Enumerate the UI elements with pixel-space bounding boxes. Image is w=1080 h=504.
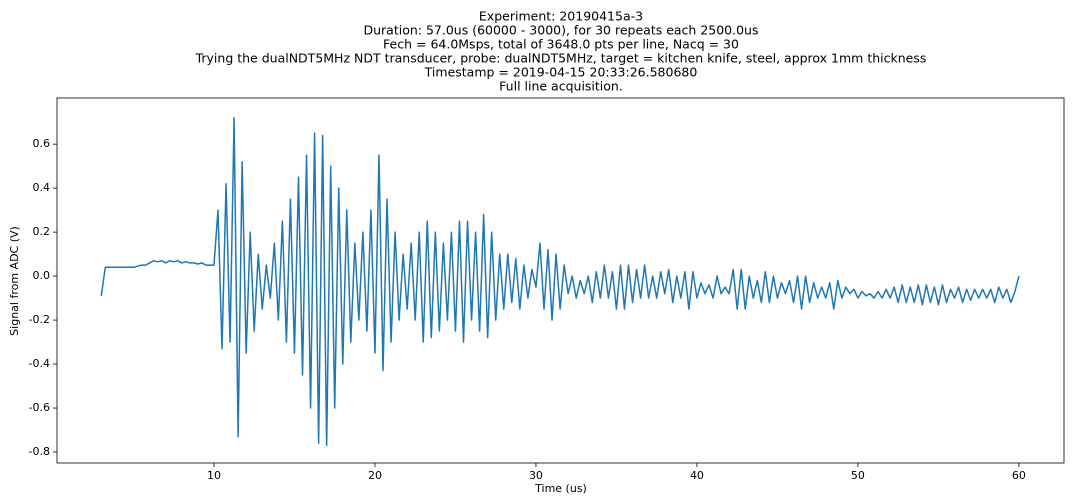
x-tick-label: 20 — [368, 469, 382, 482]
x-tick-label: 50 — [851, 469, 865, 482]
chart-title: Full line acquisition. — [499, 79, 623, 94]
axes-frame — [56, 97, 1065, 464]
chart-title: Fech = 64.0Msps, total of 3648.0 pts per… — [383, 37, 739, 52]
chart-title: Experiment: 20190415a-3 — [479, 9, 643, 24]
x-tick-label: 10 — [207, 469, 221, 482]
y-tick-label: -0.6 — [29, 401, 50, 414]
y-tick-label: 0.6 — [33, 137, 51, 150]
y-tick-label: 0.0 — [33, 269, 51, 282]
y-tick-label: -0.4 — [29, 357, 50, 370]
x-axis-label: Time (us) — [534, 482, 587, 495]
y-axis-label: Signal from ADC (V) — [8, 226, 21, 336]
chart-title: Duration: 57.0us (60000 - 3000), for 30 … — [363, 23, 758, 38]
chart-title: Timestamp = 2019-04-15 20:33:26.580680 — [424, 65, 698, 80]
x-tick-label: 60 — [1012, 469, 1026, 482]
chart-title: Trying the dualNDT5MHz NDT transducer, p… — [195, 51, 927, 66]
signal-line — [100, 117, 1020, 447]
x-tick-label: 40 — [690, 469, 704, 482]
y-tick-label: -0.8 — [29, 445, 50, 458]
y-tick-label: 0.4 — [33, 181, 51, 194]
x-tick-label: 30 — [529, 469, 543, 482]
y-tick-label: -0.2 — [29, 313, 50, 326]
y-tick-label: 0.2 — [33, 225, 51, 238]
